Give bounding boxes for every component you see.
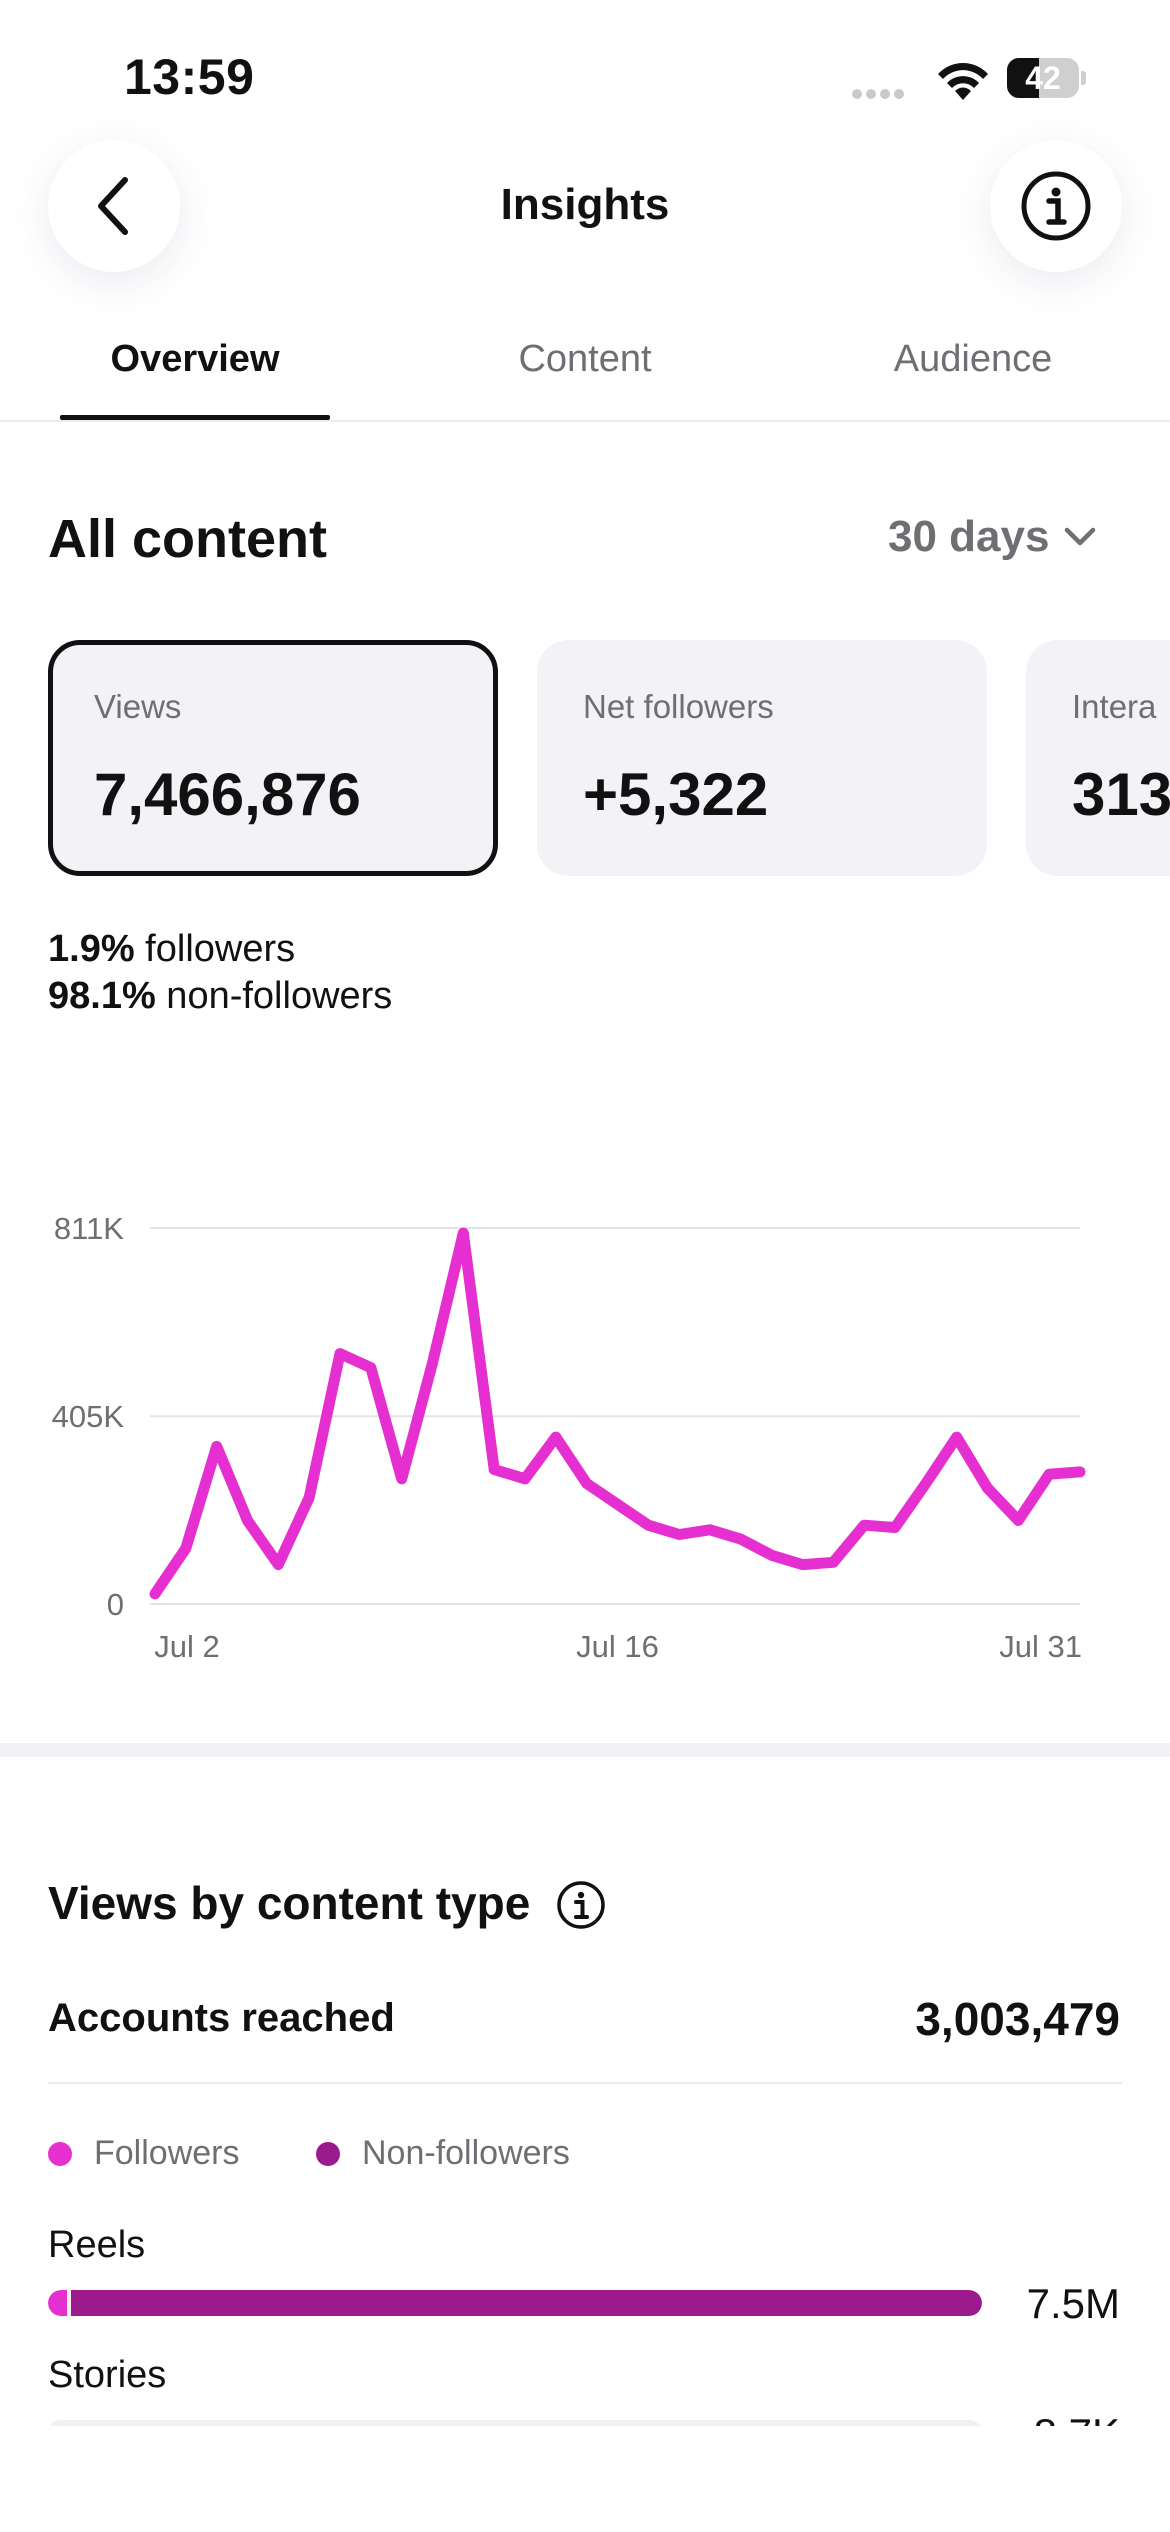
battery-icon: 42 <box>1007 58 1087 98</box>
x-tick-label: Jul 2 <box>154 1629 219 1664</box>
followers-breakdown: 1.9% followers <box>48 928 295 971</box>
reels-bar[interactable] <box>48 2290 982 2316</box>
metric-label: Views <box>94 688 182 725</box>
y-tick-label: 0 <box>107 1587 124 1622</box>
breakdown-percent: 98.1% <box>48 975 156 1017</box>
metric-label: Intera <box>1072 688 1157 725</box>
tab-overview[interactable]: Overview <box>110 338 280 380</box>
breakdown-percent: 1.9% <box>48 928 135 970</box>
divider <box>48 2082 1122 2084</box>
breakdown-label: followers <box>134 928 296 970</box>
date-range-dropdown[interactable]: 30 days <box>888 512 1097 562</box>
legend-label: Followers <box>94 2134 240 2172</box>
content-type-stories-label: Stories <box>48 2354 167 2396</box>
views-line-chart[interactable]: 0 405K 811K Jul 2 Jul 16 Jul 31 <box>0 1180 1170 1680</box>
legend-followers: Followers <box>48 2134 239 2173</box>
section-title: All content <box>48 509 327 569</box>
chevron-left-icon <box>98 177 128 235</box>
legend-non-followers: Non-followers <box>316 2134 570 2173</box>
reels-value: 7.5M <box>1026 2280 1120 2327</box>
metric-value: 7,466,876 <box>94 761 361 828</box>
reels-followers-bar <box>48 2290 67 2316</box>
views-series-line <box>149 1227 1086 1600</box>
status-time: 13:59 <box>124 49 255 105</box>
metric-value: 313 <box>1072 761 1170 828</box>
metric-value: +5,322 <box>583 761 769 828</box>
tab-content[interactable]: Content <box>518 338 652 380</box>
legend-dot <box>48 2141 72 2166</box>
battery-level: 42 <box>1025 60 1061 96</box>
metric-card-net-followers[interactable]: Net followers +5,322 <box>537 640 987 876</box>
non-followers-breakdown: 98.1% non-followers <box>48 975 392 1018</box>
metric-card-views[interactable]: Views 7,466,876 <box>48 640 498 876</box>
content-type-reels-label: Reels <box>48 2224 146 2266</box>
metric-card-interactions[interactable]: Intera 313 <box>1026 640 1170 876</box>
date-range-label: 30 days <box>888 512 1050 561</box>
y-tick-label: 405K <box>52 1399 125 1434</box>
accounts-reached-label: Accounts reached <box>48 1996 395 2040</box>
back-button[interactable] <box>48 140 180 272</box>
legend-dot <box>316 2141 340 2166</box>
x-tick-label: Jul 16 <box>576 1629 659 1664</box>
accounts-reached-value: 3,003,479 <box>915 1993 1120 2045</box>
page-title: Insights <box>500 180 670 229</box>
tabs-divider <box>0 420 1170 422</box>
info-icon[interactable] <box>556 1880 606 1930</box>
legend-label: Non-followers <box>362 2134 570 2172</box>
info-button[interactable] <box>990 140 1122 272</box>
views-by-type-title: Views by content type <box>48 1877 531 1929</box>
info-icon <box>1021 171 1091 241</box>
cellular-signal-icon <box>852 86 912 99</box>
reels-non-followers-bar <box>70 2290 982 2316</box>
bottom-safe-area <box>0 2426 1170 2532</box>
breakdown-label: non-followers <box>155 975 393 1017</box>
chevron-down-icon <box>1065 527 1096 546</box>
x-tick-label: Jul 31 <box>999 1629 1082 1664</box>
wifi-icon <box>935 60 991 102</box>
y-tick-label: 811K <box>54 1211 124 1246</box>
section-divider <box>0 1743 1170 1757</box>
metric-label: Net followers <box>583 688 774 725</box>
tab-audience[interactable]: Audience <box>893 338 1053 380</box>
active-tab-indicator <box>60 415 330 420</box>
